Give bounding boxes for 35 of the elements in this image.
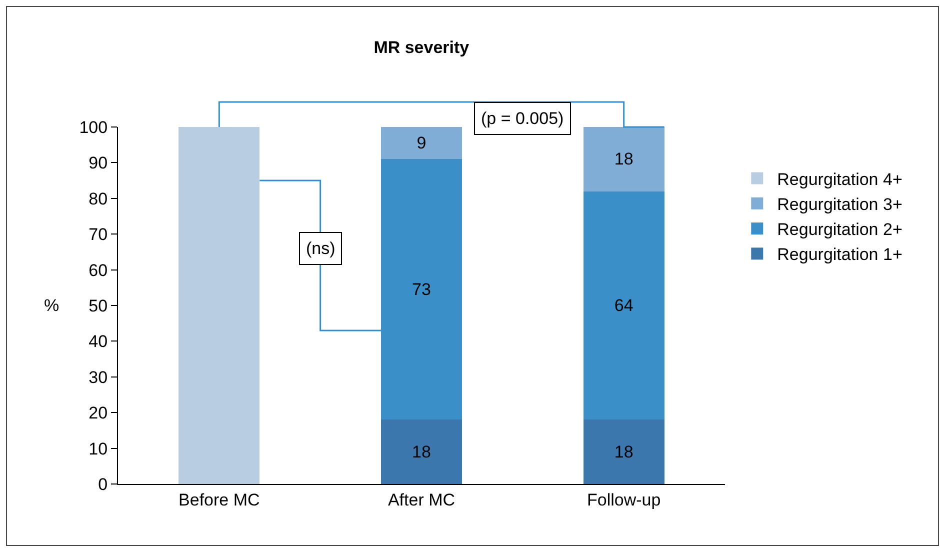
legend-label: Regurgitation 3+ [777,195,902,214]
data-label: 9 [416,134,426,153]
annotation: (ns) [306,239,336,258]
data-label: 73 [412,280,431,299]
y-tick-label: 90 [88,154,108,173]
x-tick-label: Before MC [178,490,260,510]
y-tick-label: 30 [88,368,108,387]
x-tick-label: Follow-up [586,490,661,510]
bar [381,159,462,420]
y-tick-label: 70 [88,225,108,244]
bar [583,127,664,192]
y-tick-label: 100 [79,118,108,137]
y-axis-title: % [44,296,60,315]
y-tick-label: 0 [98,474,108,494]
y-tick-label: 40 [88,332,108,352]
annotation: (p = 0.005) [481,109,564,128]
data-label: 18 [614,442,634,462]
y-tick-label: 60 [88,260,108,280]
bar [381,127,462,160]
legend-label: Regurgitation 4+ [777,170,902,189]
y-tick-label: 20 [88,404,108,423]
bar [381,420,462,484]
y-tick-label: 10 [88,439,108,458]
data-label: 18 [412,442,431,462]
bar [583,420,664,484]
data-label: 64 [614,296,634,315]
y-tick-label: 50 [88,296,108,316]
legend-label: Regurgitation 1+ [777,245,902,264]
data-label: 18 [614,150,634,169]
chart-title: MR severity [374,38,470,58]
bar [178,127,260,484]
bar [583,191,664,420]
legend-label: Regurgitation 2+ [777,220,902,240]
x-tick-label: After MC [388,490,456,510]
y-tick-label: 80 [88,189,108,208]
